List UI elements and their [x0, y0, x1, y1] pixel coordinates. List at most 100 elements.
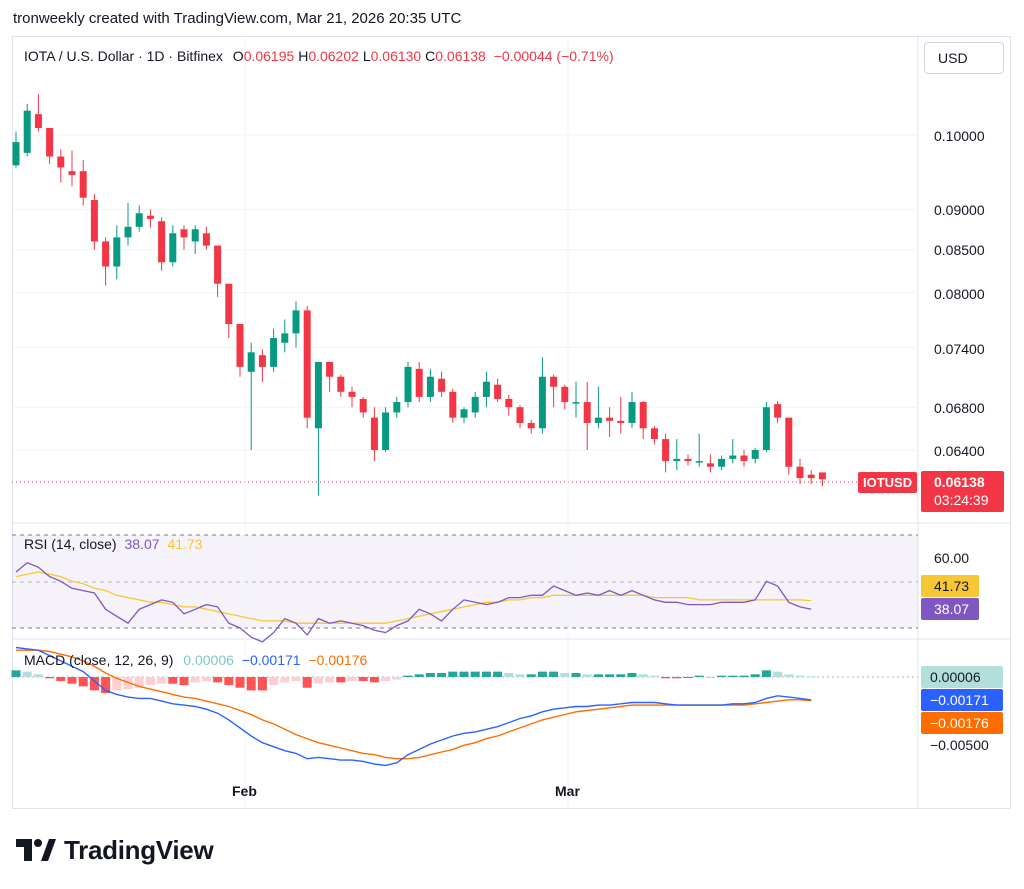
candle [314, 361, 322, 496]
open-value: 0.06195 [243, 48, 295, 64]
candle [23, 103, 31, 157]
candle-body [90, 200, 98, 242]
price-tick: 0.06800 [934, 400, 985, 416]
macd-signal-tag [921, 712, 1003, 734]
macd-hist-bar [515, 674, 525, 677]
symbol-legend[interactable]: IOTA / U.S. Dollar · 1D · Bitfinex O0.06… [24, 48, 614, 64]
macd-hist-bar [246, 677, 256, 691]
candle [303, 305, 311, 429]
macd-hist-bar [425, 672, 435, 677]
candle [292, 301, 300, 348]
macd-hist-bar [504, 672, 514, 677]
tradingview-logo-icon [16, 839, 56, 861]
candle [169, 225, 177, 267]
candle-body [370, 417, 378, 450]
macd-hist-bar [313, 677, 323, 684]
rsi-tag [921, 598, 979, 620]
candle-body [68, 171, 76, 175]
currency-button[interactable]: USD [924, 42, 1004, 74]
candle-body [382, 412, 390, 450]
macd-hist-bar [627, 672, 637, 677]
candle [807, 470, 815, 484]
macd-hist-bar [649, 675, 659, 677]
macd-hist-bar [369, 677, 379, 683]
macd-hist-bar [683, 677, 693, 678]
macd-signal-tag-value: −0.00176 [930, 715, 989, 731]
candle [359, 396, 367, 418]
macd-hist-tag-value: 0.00006 [930, 669, 981, 685]
macd-hist-bar [11, 670, 21, 677]
candle [639, 401, 647, 440]
candle [102, 237, 110, 286]
candle [494, 378, 502, 403]
candle-body [494, 384, 502, 399]
macd-axis-tick: −0.00500 [930, 737, 989, 753]
time-axis-mar: Mar [555, 783, 580, 799]
macd-hist-bar [33, 674, 43, 677]
candle-body [12, 142, 20, 166]
candle-body [617, 420, 625, 423]
candle [662, 433, 670, 473]
candle [606, 407, 614, 437]
macd-hist-bar [672, 677, 682, 679]
candle-body [785, 417, 793, 467]
rsi-ma-tag-value: 41.73 [934, 578, 969, 594]
macd-hist-bar [784, 674, 794, 677]
macd-hist-bar [336, 677, 346, 683]
candle [762, 402, 770, 453]
macd-hist-bar [22, 671, 32, 677]
macd-hist-bar [78, 677, 88, 687]
candle [572, 381, 580, 418]
macd-hist-bar [739, 675, 749, 677]
candle-body [650, 428, 658, 440]
candle-body [169, 233, 177, 263]
rsi-value: 38.07 [124, 536, 160, 552]
candle [718, 455, 726, 471]
macd-signal-value: −0.00176 [308, 652, 368, 668]
open-label: O [232, 48, 244, 64]
close-value: 0.06138 [435, 48, 486, 64]
chart-caption: tronweekly created with TradingView.com,… [13, 10, 462, 27]
candle [673, 439, 681, 471]
rsi-legend[interactable]: RSI (14, close) 38.07 41.73 [24, 536, 202, 552]
candle-body [718, 458, 726, 467]
macd-hist-bar [616, 674, 626, 677]
candle [449, 388, 457, 423]
candle [695, 433, 703, 467]
tradingview-logo[interactable]: TradingView [16, 834, 214, 866]
candle-body [762, 407, 770, 450]
macd-hist-bar [56, 677, 66, 682]
candle-body [729, 455, 737, 459]
macd-hist-bar [537, 671, 547, 677]
rsi-tag-value: 38.07 [934, 601, 969, 617]
macd-hist-bar [728, 675, 738, 677]
candle-body [695, 461, 703, 463]
macd-hist-bar [145, 677, 155, 686]
macd-hist-value: 0.00006 [183, 652, 234, 668]
candle-body [751, 450, 759, 459]
macd-hist-bar [347, 677, 357, 682]
macd-hist-bar [67, 677, 77, 684]
candle-body [807, 474, 815, 479]
candle [404, 361, 412, 408]
candle-body [583, 402, 591, 423]
candle [628, 391, 636, 429]
candle [90, 193, 98, 250]
macd-hist-bar [560, 672, 570, 677]
macd-hist-bar [437, 672, 447, 677]
macd-legend[interactable]: MACD (close, 12, 26, 9) 0.00006 −0.00171… [24, 652, 367, 668]
candle [180, 225, 188, 250]
rsi-ma-value: 41.73 [167, 536, 203, 552]
macd-hist-bar [470, 671, 480, 677]
candle-body [482, 381, 490, 397]
high-value: 0.06202 [308, 48, 359, 64]
candle-body [684, 458, 692, 462]
candle [281, 319, 289, 353]
candle-body [337, 376, 345, 392]
candle-body [214, 245, 222, 284]
candle [214, 245, 222, 297]
macd-hist-bar [694, 675, 704, 677]
candle-body [236, 324, 244, 367]
candle-body [124, 226, 132, 238]
